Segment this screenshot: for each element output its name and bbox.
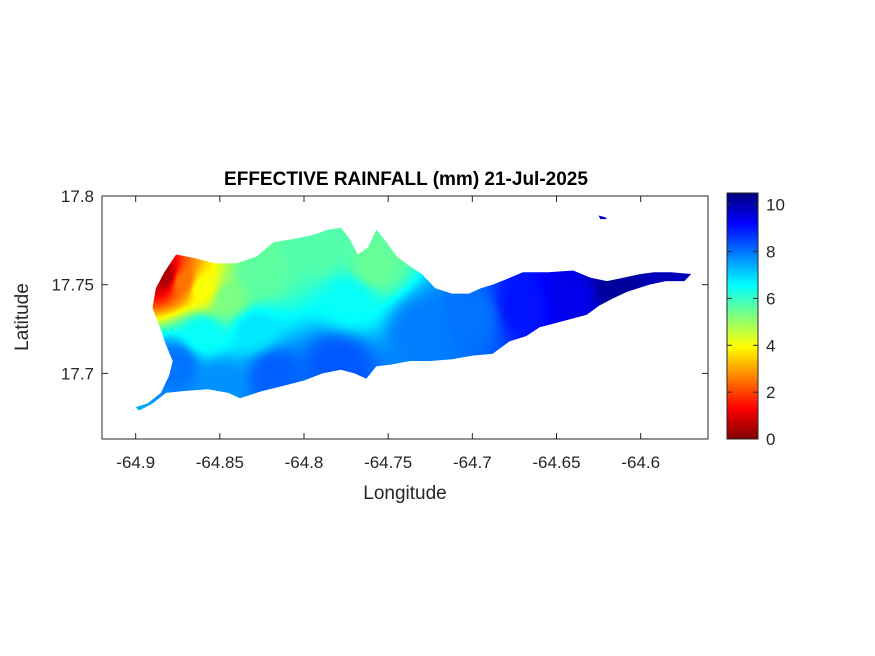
x-tick-label: -64.75	[364, 453, 412, 472]
x-tick-label: -64.6	[621, 453, 660, 472]
x-tick-label: -64.7	[453, 453, 492, 472]
colorbar-tick-label: 8	[766, 243, 775, 262]
y-axis: 17.7 17.75 17.8	[51, 187, 708, 383]
map-title: EFFECTIVE RAINFALL (mm) 21-Jul-2025	[224, 169, 588, 190]
colorbar-frame	[726, 192, 759, 440]
colorbar-tick-label: 10	[766, 196, 785, 215]
y-tick-label: 17.8	[61, 187, 94, 206]
y-axis-label: Latitude	[12, 283, 33, 351]
plot-frame	[101, 195, 709, 440]
colorbar-tick-label: 0	[766, 430, 775, 449]
colorbar-ticks: 0 2 4 6 8 10	[727, 196, 785, 449]
colorbar-tick-label: 2	[766, 383, 775, 402]
map-plot-area: -64.9 -64.85 -64.8 -64.75 -64.7 -64.65 -64.6 1…	[51, 187, 709, 472]
y-tick-label: 17.75	[51, 276, 94, 295]
colorbar-tick-label: 4	[766, 336, 775, 355]
x-tick-label: -64.85	[196, 453, 244, 472]
x-tick-label: -64.9	[116, 453, 155, 472]
colorbar: 0 2 4 6 8 10	[726, 192, 785, 449]
colorbar-gradient	[727, 193, 758, 439]
x-tick-label: -64.65	[532, 453, 580, 472]
y-tick-label: 17.7	[61, 364, 94, 383]
x-tick-label: -64.8	[285, 453, 324, 472]
x-axis: -64.9 -64.85 -64.8 -64.75 -64.7 -64.65 -64.6	[116, 196, 660, 472]
colorbar-tick-label: 6	[766, 289, 775, 308]
x-axis-label: Longitude	[363, 483, 446, 504]
